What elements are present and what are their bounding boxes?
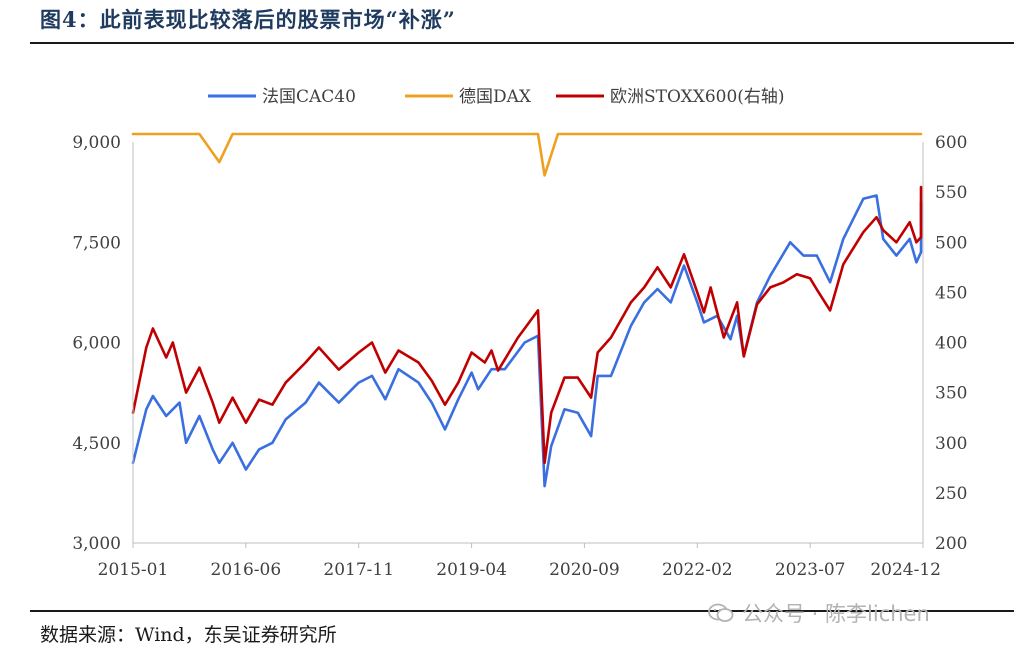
watermark: 公众号 · 陈李lichen [708, 598, 930, 628]
legend-label-1: 法国CAC40 [262, 87, 356, 107]
y-left-tick-label: 3,000 [72, 534, 121, 554]
line-chart: 法国CAC40 德国DAX 欧洲STOXX600(右轴) 3,000 4,500 6,0… [72, 87, 967, 580]
y-left-tick-label: 4,500 [72, 434, 121, 454]
bottom-rule [30, 610, 1014, 612]
x-tick-label: 2015-01 [98, 560, 169, 580]
y-right-tick-label: 350 [935, 384, 967, 404]
y-left-tick-label: 9,000 [72, 133, 121, 153]
plot-area [131, 132, 923, 488]
watermark-text: 公众号 · 陈李lichen [742, 602, 930, 626]
wechat-icon [708, 603, 734, 622]
series-line-2 [131, 132, 923, 177]
series-line-1 [131, 194, 923, 488]
chart-legend: 法国CAC40 德国DAX 欧洲STOXX600(右轴) [208, 87, 785, 107]
chart-axes: 3,000 4,500 6,000 7,500 9,000 200 250 300 350 400… [72, 133, 967, 580]
legend-label-3: 欧洲STOXX600(右轴) [610, 87, 785, 107]
series-line-3 [131, 185, 923, 465]
x-tick-label: 2016-06 [211, 560, 282, 580]
x-tick-label: 2022-02 [662, 560, 733, 580]
y-right-tick-label: 250 [935, 484, 967, 504]
y-right-tick-label: 600 [935, 133, 967, 153]
y-right-tick-label: 200 [935, 534, 967, 554]
x-tick-label: 2023-07 [775, 560, 846, 580]
y-right-tick-label: 450 [935, 283, 967, 303]
x-tick-label: 2019-04 [436, 560, 507, 580]
x-tick-label: 2020-09 [549, 560, 620, 580]
y-left-tick-label: 6,000 [72, 334, 121, 354]
legend-label-2: 德国DAX [459, 87, 532, 107]
page-title: 图4：此前表现比较落后的股票市场“补涨” [40, 7, 456, 32]
y-right-tick-label: 550 [935, 183, 967, 203]
y-right-tick-label: 500 [935, 233, 967, 253]
top-rule [30, 42, 1014, 44]
y-left-tick-label: 7,500 [72, 233, 121, 253]
x-tick-label: 2017-11 [323, 560, 394, 580]
y-right-tick-label: 400 [935, 334, 967, 354]
data-source-note: 数据来源：Wind，东吴证券研究所 [40, 624, 337, 646]
x-tick-label: 2024-12 [870, 560, 941, 580]
y-right-tick-label: 300 [935, 434, 967, 454]
